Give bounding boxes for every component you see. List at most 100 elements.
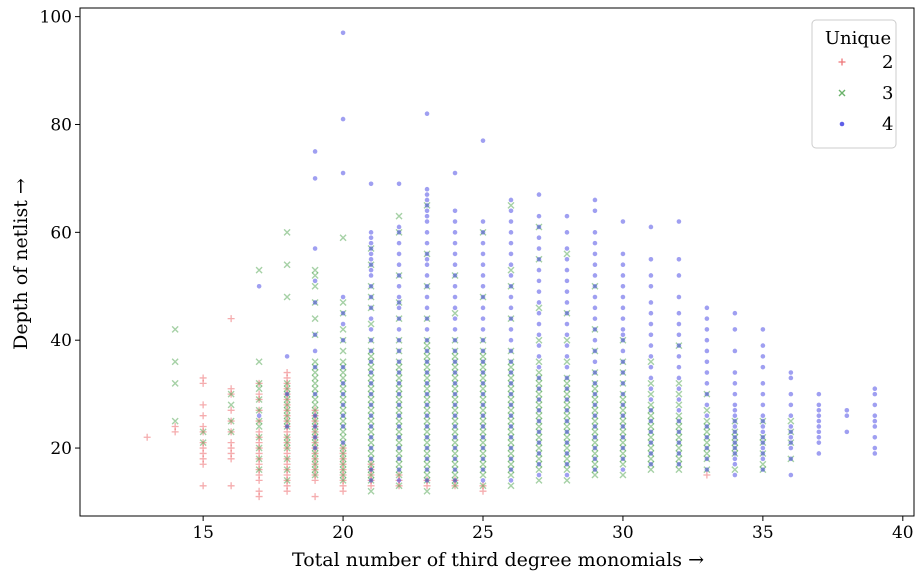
data-point-series-3 [479, 363, 487, 371]
data-point-series-3 [507, 406, 515, 414]
data-point-series-4 [592, 251, 598, 257]
data-point-series-4 [312, 413, 318, 418]
data-point-series-4 [592, 305, 598, 311]
data-point-series-4 [396, 467, 402, 472]
data-point-series-3 [591, 412, 599, 420]
data-point-series-4 [872, 424, 878, 429]
data-point-series-3 [451, 433, 459, 441]
data-point-series-3 [507, 466, 515, 474]
data-point-series-4 [676, 321, 682, 327]
data-point-series-4 [340, 364, 346, 370]
data-point-series-3 [311, 417, 319, 425]
data-point-series-3 [507, 385, 515, 393]
data-point-series-3 [703, 466, 711, 474]
data-point-series-3 [255, 396, 263, 404]
data-point-series-3 [311, 406, 319, 414]
data-point-series-4 [396, 424, 402, 429]
data-point-series-4 [312, 348, 318, 354]
data-point-series-4 [564, 246, 570, 251]
data-point-series-4 [368, 424, 374, 429]
data-point-series-4 [396, 305, 402, 311]
data-point-series-2 [311, 428, 319, 436]
data-point-series-4 [480, 327, 486, 332]
data-point-series-4 [452, 413, 458, 418]
data-point-series-3 [367, 385, 375, 393]
data-point-series-4 [760, 434, 766, 440]
data-point-series-4 [312, 246, 318, 251]
data-point-series-2 [283, 487, 291, 495]
data-point-series-4 [368, 235, 374, 241]
data-point-series-4 [536, 440, 542, 445]
data-point-series-4 [452, 273, 458, 278]
data-point-series-4 [508, 348, 514, 354]
data-point-series-3 [255, 422, 263, 430]
data-point-series-4 [648, 418, 654, 424]
data-point-series-3 [311, 271, 319, 279]
data-point-series-3 [339, 379, 347, 387]
data-point-series-4 [536, 310, 542, 316]
data-point-series-3 [479, 347, 487, 355]
data-point-series-3 [423, 444, 431, 452]
data-point-series-4 [760, 445, 766, 451]
data-point-series-4 [676, 294, 682, 300]
data-point-series-4 [452, 370, 458, 375]
data-point-series-3 [339, 374, 347, 382]
data-point-series-4 [340, 424, 346, 429]
data-point-series-4 [592, 434, 598, 440]
data-point-series-3 [507, 412, 515, 420]
data-point-series-3 [563, 379, 571, 387]
data-point-series-4 [452, 240, 458, 246]
data-point-series-4 [368, 359, 374, 365]
data-point-series-4 [704, 391, 710, 397]
data-point-series-3 [283, 228, 291, 236]
data-point-series-4 [816, 408, 822, 413]
data-point-series-4 [312, 332, 318, 338]
data-point-series-3 [423, 358, 431, 366]
data-point-series-3 [339, 363, 347, 371]
data-point-series-4 [732, 445, 738, 451]
data-point-series-3 [507, 471, 515, 479]
x-tick-label: 20 [332, 523, 354, 543]
data-point-series-3 [255, 358, 263, 366]
data-point-series-3 [339, 347, 347, 355]
data-point-series-4 [760, 391, 766, 397]
data-point-series-4 [396, 434, 402, 440]
data-point-series-3 [591, 460, 599, 468]
data-point-series-3 [283, 433, 291, 441]
data-point-series-4 [564, 278, 570, 284]
data-point-series-3 [535, 428, 543, 436]
data-point-series-4 [396, 327, 402, 332]
data-point-series-4 [452, 262, 458, 267]
data-point-series-2 [283, 455, 291, 463]
data-point-series-4 [536, 408, 542, 413]
data-point-series-3 [507, 449, 515, 457]
data-point-series-3 [283, 261, 291, 269]
data-point-series-3 [563, 401, 571, 409]
data-point-series-3 [619, 444, 627, 452]
data-point-series-3 [563, 412, 571, 420]
data-point-series-3 [339, 336, 347, 344]
data-point-series-3 [367, 293, 375, 301]
data-point-series-4 [592, 208, 598, 214]
data-point-series-3 [619, 358, 627, 366]
data-point-series-4 [536, 235, 542, 241]
data-point-series-3 [395, 406, 403, 414]
data-point-series-3 [339, 309, 347, 317]
data-point-series-3 [367, 282, 375, 290]
data-point-series-4 [620, 359, 626, 365]
data-point-series-2 [339, 444, 347, 452]
data-point-series-4 [788, 434, 794, 440]
data-point-series-3 [479, 471, 487, 479]
data-point-series-3 [479, 449, 487, 457]
data-point-series-3 [535, 401, 543, 409]
data-point-series-3 [535, 385, 543, 393]
data-point-series-4 [564, 343, 570, 348]
data-point-series-3 [339, 358, 347, 366]
data-point-series-4 [368, 445, 374, 451]
data-point-series-4 [424, 240, 430, 246]
data-point-series-2 [423, 482, 431, 490]
data-point-series-4 [452, 219, 458, 224]
data-point-series-3 [255, 385, 263, 393]
data-point-series-4 [424, 213, 430, 219]
data-point-series-4 [452, 359, 458, 365]
